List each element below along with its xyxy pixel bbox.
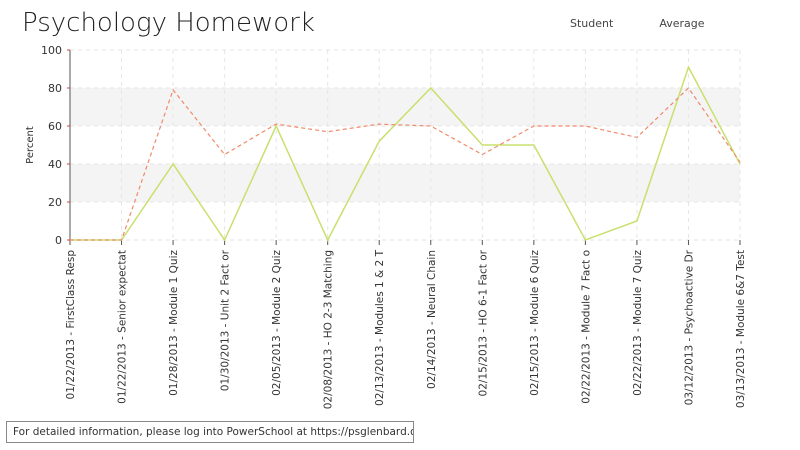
grid-band xyxy=(70,88,740,126)
x-tick-label: 01/30/2013 - Unit 2 Fact or xyxy=(220,249,232,391)
x-tick-label: 03/12/2013 - Psychoactive Dr xyxy=(683,249,695,405)
series-line-average xyxy=(70,87,741,241)
grid-band xyxy=(70,164,740,202)
y-axis-label: Percent xyxy=(25,126,36,164)
chart-title: Psychology Homework xyxy=(22,8,315,38)
y-tick-label: 60 xyxy=(48,120,62,133)
x-tick-label: 02/14/2013 - Neural Chain xyxy=(426,250,438,389)
x-tick-label: 02/13/2013 - Modules 1 & 2 T xyxy=(374,249,386,406)
x-tick-label: 02/08/2013 - HO 2-3 Matching xyxy=(323,250,335,409)
x-tick-label: 01/28/2013 - Module 1 Quiz xyxy=(168,250,180,396)
x-tick-label: 02/15/2013 - Module 6 Quiz xyxy=(529,250,541,396)
legend-label-student: Student xyxy=(570,16,614,30)
x-tick-label: 03/13/2013 - Module 6&7 Test xyxy=(735,250,747,408)
y-tick-label: 20 xyxy=(48,196,62,209)
series-line-student xyxy=(70,65,741,242)
line-chart: 0 20 40 60 80 100 Percent 01/22/2013 - FirstCla… xyxy=(25,44,747,409)
chart-legend: Student Average xyxy=(534,14,704,32)
y-tick-label: 40 xyxy=(48,158,62,171)
x-tick-label: 01/22/2013 - Senior expectat xyxy=(117,250,129,404)
x-tick-label: 02/15/2013 - HO 6-1 Fact or xyxy=(477,249,489,396)
x-tick-label: 02/22/2013 - Module 7 Fact o xyxy=(580,250,592,404)
y-tick-label: 100 xyxy=(41,44,62,57)
legend-label-average: Average xyxy=(659,16,705,30)
x-tick-label: 02/22/2013 - Module 7 Quiz xyxy=(632,250,644,396)
legend-entry-student[interactable]: Student xyxy=(534,17,613,30)
x-tick-label: 02/05/2013 - Module 2 Quiz xyxy=(271,250,283,396)
x-tick-label: 01/22/2013 - FirstClass Resp xyxy=(65,250,77,400)
y-tick-label: 0 xyxy=(55,234,62,247)
legend-entry-average[interactable]: Average xyxy=(623,17,704,30)
y-tick-label: 80 xyxy=(48,82,62,95)
powerschool-note: For detailed information, please log int… xyxy=(6,421,414,443)
